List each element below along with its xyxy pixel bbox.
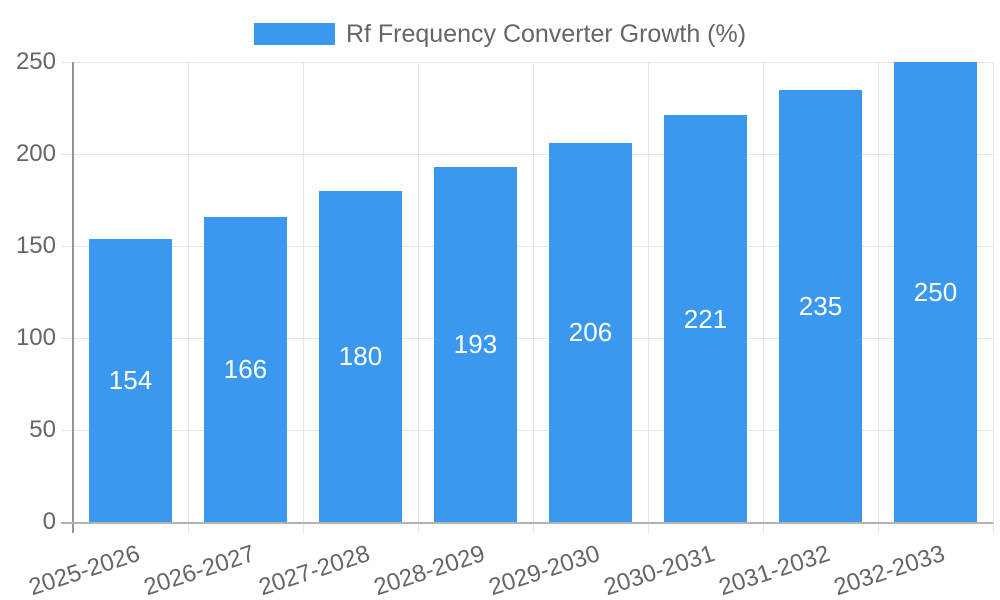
x-axis-tick-label-2032-2033: 2032-2033 bbox=[830, 540, 948, 600]
bar-2031-2032[interactable] bbox=[779, 89, 862, 522]
bar-2025-2026[interactable] bbox=[89, 238, 172, 522]
x-axis-tick-label-2028-2029: 2028-2029 bbox=[370, 540, 488, 600]
x-axis-tick-label-2030-2031: 2030-2031 bbox=[600, 540, 718, 600]
legend-item[interactable]: Rf Frequency Converter Growth (%) bbox=[253, 20, 747, 48]
gridline-v-8 bbox=[992, 62, 994, 533]
gridline-v-1 bbox=[187, 62, 189, 533]
gridline-v-0 bbox=[72, 62, 74, 533]
bar-2030-2031[interactable] bbox=[664, 115, 747, 522]
x-axis-tick-label-2027-2028: 2027-2028 bbox=[255, 540, 373, 600]
y-axis-tick-label-100: 100 bbox=[15, 324, 56, 351]
x-axis-tick-label-2025-2026: 2025-2026 bbox=[25, 540, 143, 600]
y-axis-tick-label-0: 0 bbox=[42, 508, 56, 535]
y-axis-tick-label-50: 50 bbox=[29, 416, 56, 443]
legend-label: Rf Frequency Converter Growth (%) bbox=[345, 20, 747, 48]
x-axis-tick-label-2026-2027: 2026-2027 bbox=[140, 540, 258, 600]
gridline-v-7 bbox=[877, 62, 879, 533]
gridline-v-6 bbox=[762, 62, 764, 533]
legend-swatch bbox=[253, 23, 335, 45]
bar-2028-2029[interactable] bbox=[434, 166, 517, 522]
y-axis-tick-label-150: 150 bbox=[15, 232, 56, 259]
y-axis-line bbox=[72, 62, 74, 533]
bar-2029-2030[interactable] bbox=[549, 142, 632, 522]
legend: Rf Frequency Converter Growth (%) bbox=[0, 21, 1000, 47]
gridline-h-250 bbox=[61, 61, 993, 63]
gridline-v-2 bbox=[302, 62, 304, 533]
x-axis-line bbox=[61, 522, 993, 524]
y-axis-tick-label-200: 200 bbox=[15, 140, 56, 167]
x-axis-tick-label-2029-2030: 2029-2030 bbox=[485, 540, 603, 600]
gridline-v-3 bbox=[417, 62, 419, 533]
gridline-v-4 bbox=[532, 62, 534, 533]
bar-2032-2033[interactable] bbox=[894, 62, 977, 522]
y-axis-tick-label-250: 250 bbox=[15, 48, 56, 75]
bar-2026-2027[interactable] bbox=[204, 216, 287, 522]
x-axis-tick-label-2031-2032: 2031-2032 bbox=[715, 540, 833, 600]
gridline-v-5 bbox=[647, 62, 649, 533]
bar-2027-2028[interactable] bbox=[319, 190, 402, 522]
